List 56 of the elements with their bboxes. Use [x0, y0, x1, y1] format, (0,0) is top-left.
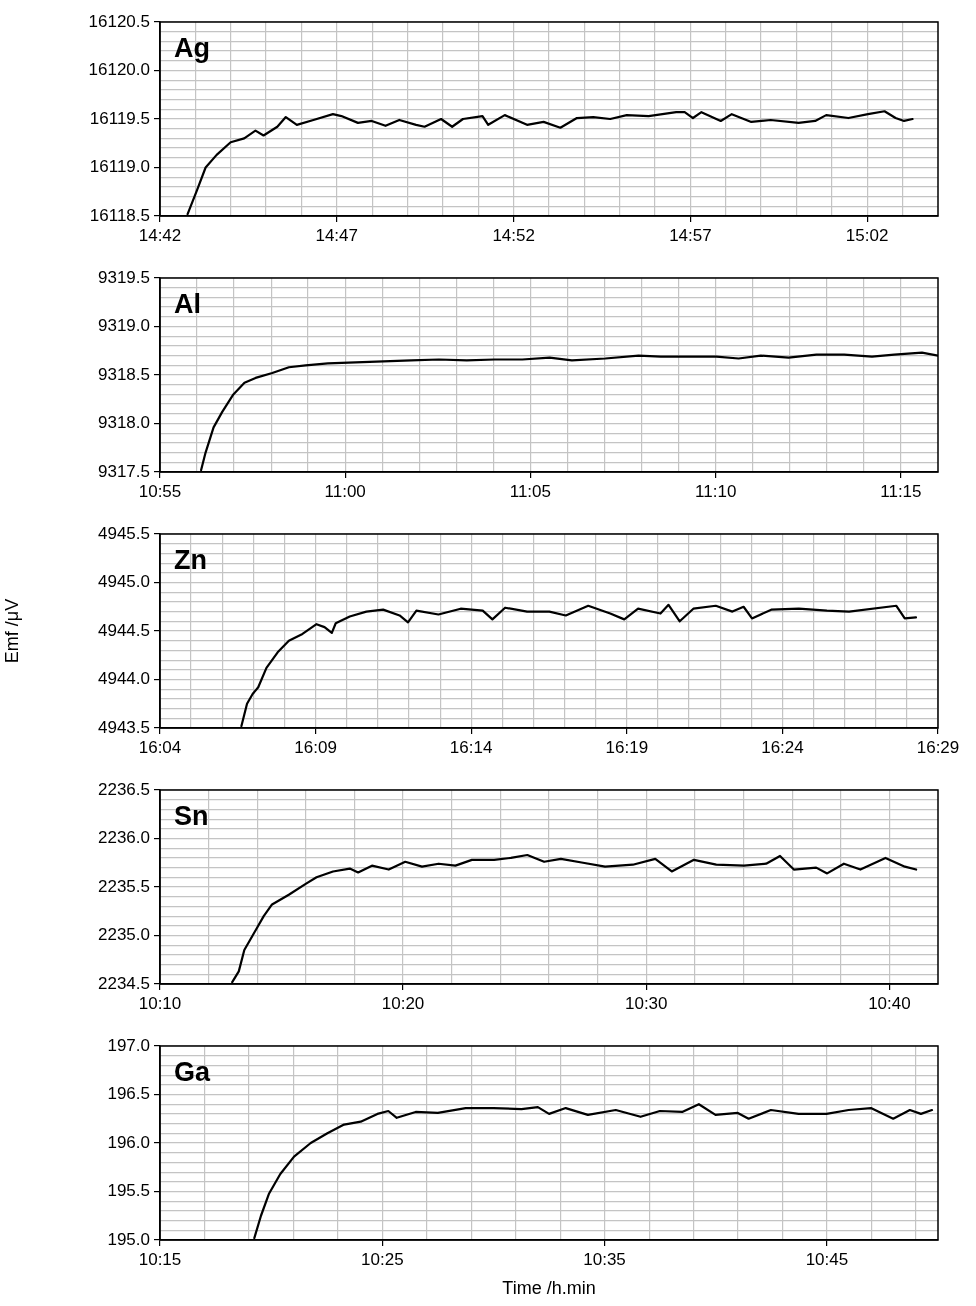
y-tick-label: 16120.5 [88, 11, 150, 31]
chart-title: Al [174, 288, 201, 319]
y-tick-label: 2236.5 [98, 779, 150, 799]
y-tick-label: 196.0 [107, 1132, 150, 1152]
y-tick-label: 196.5 [107, 1084, 150, 1104]
x-tick-label: 10:30 [624, 993, 668, 1013]
x-tick-label: 16:14 [449, 737, 493, 757]
y-tick-label: 2235.5 [98, 876, 150, 896]
y-tick-label: 16119.5 [89, 108, 150, 128]
y-tick-label: 9317.5 [98, 461, 150, 481]
chart-title: Zn [174, 544, 207, 575]
chart-title: Ag [174, 32, 210, 63]
y-tick-label: 9319.0 [98, 316, 150, 336]
x-tick-label: 11:00 [324, 481, 366, 501]
x-tick-label: 16:24 [761, 737, 804, 757]
x-tick-label: 11:15 [880, 481, 922, 501]
y-tick-label: 2234.5 [98, 973, 150, 993]
y-tick-label: 2236.0 [98, 828, 150, 848]
y-tick-label: 4943.5 [98, 717, 150, 737]
y-tick-label: 4944.0 [98, 669, 150, 689]
x-tick-label: 14:57 [669, 225, 712, 245]
x-axis-title: Time /h.min [502, 1278, 596, 1299]
chart-title: Sn [174, 800, 209, 831]
x-tick-label: 16:09 [294, 737, 337, 757]
y-tick-label: 9319.5 [98, 267, 150, 287]
x-tick-label: 10:40 [868, 993, 911, 1013]
y-tick-label: 9318.0 [98, 413, 150, 433]
y-tick-label: 4945.5 [98, 523, 150, 543]
y-tick-label: 197.0 [107, 1035, 150, 1055]
x-tick-label: 14:47 [315, 225, 358, 245]
x-tick-label: 16:29 [916, 737, 960, 757]
x-tick-label: 10:25 [361, 1249, 404, 1269]
y-tick-label: 2235.0 [98, 925, 150, 945]
x-tick-label: 15:02 [845, 225, 889, 245]
y-tick-label: 16119.0 [89, 157, 150, 177]
x-tick-label: 10:55 [138, 481, 182, 501]
x-tick-label: 11:05 [509, 481, 551, 501]
x-tick-label: 10:35 [583, 1249, 626, 1269]
y-tick-label: 9318.5 [98, 364, 150, 384]
x-tick-label: 14:42 [138, 225, 182, 245]
y-tick-label: 195.0 [107, 1229, 150, 1249]
x-tick-label: 11:10 [695, 481, 737, 501]
y-tick-label: 195.5 [107, 1181, 150, 1201]
y-tick-label: 16118.5 [89, 205, 150, 225]
x-tick-label: 16:19 [605, 737, 649, 757]
x-tick-label: 10:45 [805, 1249, 849, 1269]
y-tick-label: 16120.0 [88, 60, 150, 80]
y-tick-label: 4944.5 [98, 620, 150, 640]
x-tick-label: 10:10 [138, 993, 182, 1013]
x-tick-label: 16:04 [138, 737, 182, 757]
chart-title: Ga [174, 1056, 211, 1087]
x-tick-label: 10:15 [138, 1249, 182, 1269]
y-tick-label: 4945.0 [98, 572, 150, 592]
y-axis-title: Emf /μV [1, 598, 22, 664]
x-tick-label: 10:20 [381, 993, 425, 1013]
x-tick-label: 14:52 [492, 225, 535, 245]
